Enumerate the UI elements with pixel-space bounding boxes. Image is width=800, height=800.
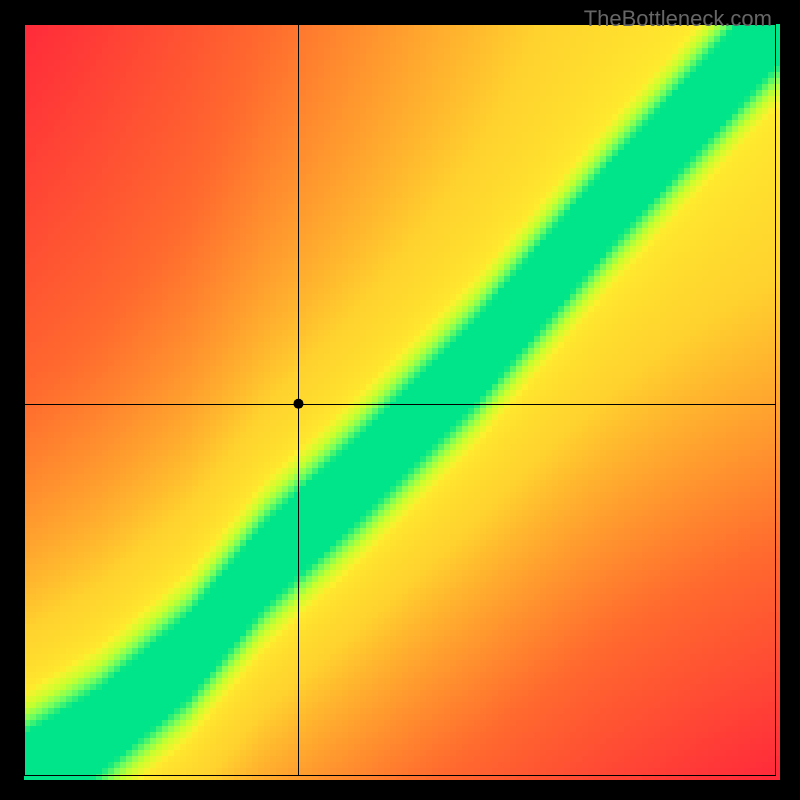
- chart-container: { "meta": { "type": "heatmap-diagonal-ba…: [0, 0, 800, 800]
- heatmap-canvas: [0, 0, 800, 800]
- watermark-text: TheBottleneck.com: [584, 6, 772, 32]
